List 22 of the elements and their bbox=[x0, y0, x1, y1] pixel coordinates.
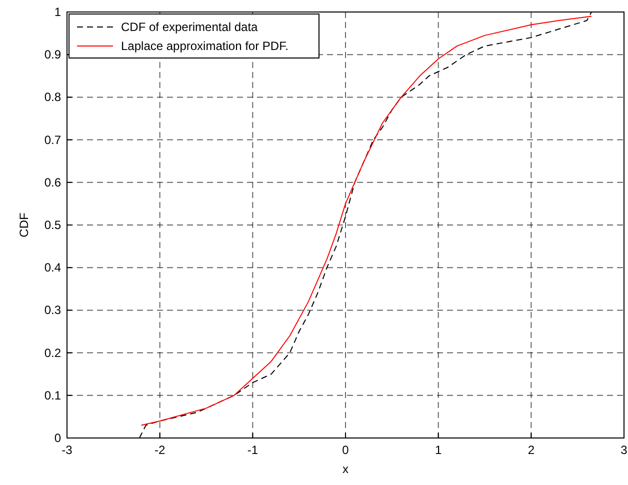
y-tick-label: 0 bbox=[54, 431, 62, 445]
y-tick-label: 0.5 bbox=[44, 218, 62, 232]
y-tick-label: 0.3 bbox=[44, 303, 62, 318]
x-tick-label: 0 bbox=[342, 443, 350, 457]
y-tick-label: 0.7 bbox=[44, 132, 62, 147]
y-tick-label: 0.2 bbox=[44, 346, 62, 360]
y-tick-label: 0.6 bbox=[44, 175, 62, 190]
x-tick-label: 3 bbox=[620, 443, 628, 457]
x-tick-label: -2 bbox=[154, 443, 166, 457]
y-tick-label: 0.9 bbox=[44, 48, 62, 62]
x-axis-title: x bbox=[342, 462, 348, 476]
legend-label: Laplace approximation for PDF. bbox=[121, 39, 288, 53]
x-tick-label: -3 bbox=[62, 443, 73, 457]
y-tick-label: 0.4 bbox=[44, 260, 62, 275]
x-tick-label: -1 bbox=[247, 443, 258, 457]
x-tick-label: 2 bbox=[528, 443, 535, 457]
y-tick-label: 0.8 bbox=[44, 90, 62, 104]
y-tick-label: 1 bbox=[54, 5, 62, 19]
y-tick-label: 0.1 bbox=[44, 388, 62, 402]
y-axis-title: CDF bbox=[17, 212, 31, 238]
x-tick-label: 1 bbox=[434, 443, 442, 457]
legend-label: CDF of experimental data bbox=[121, 20, 258, 34]
